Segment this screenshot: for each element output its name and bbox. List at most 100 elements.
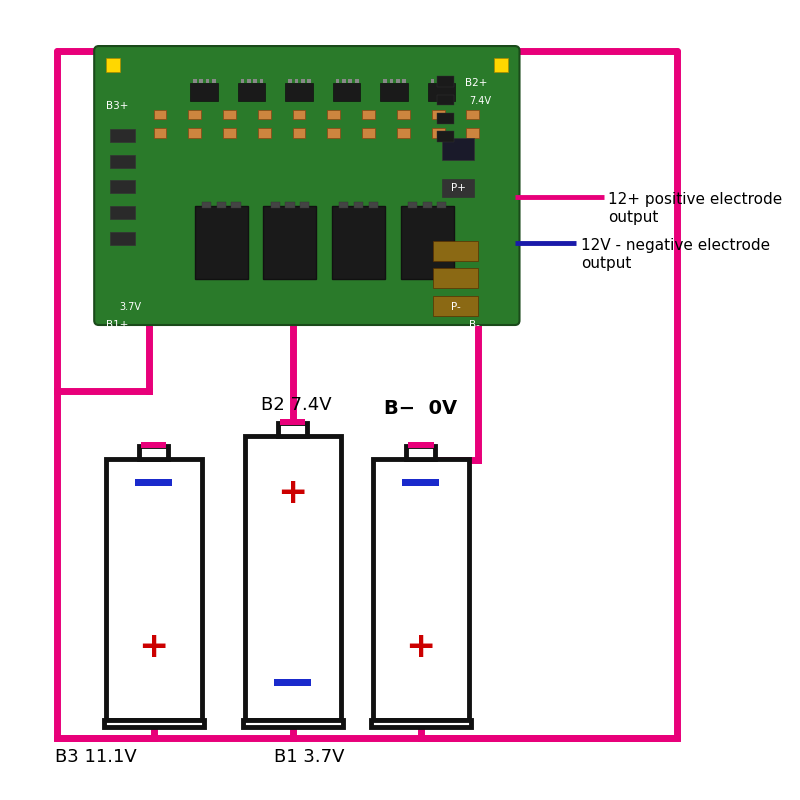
FancyBboxPatch shape xyxy=(94,46,519,325)
Bar xyxy=(466,110,479,119)
Bar xyxy=(401,206,454,279)
Bar xyxy=(139,446,168,458)
Text: P-: P- xyxy=(451,302,461,312)
Bar xyxy=(258,110,270,119)
Bar xyxy=(193,79,197,82)
Bar xyxy=(212,79,216,82)
Bar xyxy=(307,79,311,82)
Bar xyxy=(286,82,313,101)
Bar xyxy=(247,79,250,82)
Bar xyxy=(354,202,363,208)
Bar xyxy=(383,79,387,82)
Bar xyxy=(231,202,241,208)
Bar xyxy=(437,113,454,124)
Bar xyxy=(217,202,226,208)
Bar xyxy=(223,128,236,138)
Bar xyxy=(336,79,339,82)
Text: B-: B- xyxy=(470,321,480,330)
Bar xyxy=(243,720,343,727)
Bar xyxy=(195,206,248,279)
Bar xyxy=(135,478,172,486)
Bar xyxy=(258,128,270,138)
Bar xyxy=(466,128,479,138)
Text: 7.4V: 7.4V xyxy=(470,96,491,106)
Bar xyxy=(110,130,135,142)
Bar xyxy=(349,79,352,82)
Bar xyxy=(110,155,135,168)
Bar xyxy=(397,110,410,119)
Bar xyxy=(494,58,508,72)
Bar xyxy=(442,138,474,160)
Text: P+: P+ xyxy=(451,183,466,194)
Bar xyxy=(189,128,202,138)
Text: +: + xyxy=(278,475,308,510)
Text: B3 11.1V: B3 11.1V xyxy=(55,748,137,766)
Bar xyxy=(270,202,280,208)
Bar xyxy=(327,110,340,119)
Bar xyxy=(300,202,309,208)
Bar xyxy=(432,110,445,119)
Bar xyxy=(373,458,470,720)
Bar xyxy=(362,128,375,138)
Text: 12V - negative electrode
output: 12V - negative electrode output xyxy=(581,238,770,270)
Bar xyxy=(199,79,203,82)
Bar xyxy=(293,110,306,119)
Bar xyxy=(206,79,210,82)
Bar xyxy=(189,110,202,119)
Text: 3.7V: 3.7V xyxy=(119,302,141,312)
Bar xyxy=(110,232,135,245)
Bar xyxy=(263,206,317,279)
Bar xyxy=(106,458,202,720)
Bar xyxy=(381,82,408,101)
Bar xyxy=(293,128,306,138)
Bar xyxy=(437,79,441,82)
Bar xyxy=(110,181,135,194)
Bar xyxy=(280,419,306,425)
Bar xyxy=(327,128,340,138)
Bar xyxy=(355,79,358,82)
Bar xyxy=(433,268,478,289)
Bar xyxy=(110,206,135,219)
Bar xyxy=(430,79,434,82)
Bar xyxy=(288,79,292,82)
Bar xyxy=(190,82,218,101)
Bar xyxy=(241,79,244,82)
Bar xyxy=(390,79,394,82)
Bar xyxy=(433,241,478,261)
Text: B2+: B2+ xyxy=(465,78,487,88)
Bar xyxy=(437,202,446,208)
Bar xyxy=(332,206,385,279)
Bar xyxy=(260,79,263,82)
Text: B1 3.7V: B1 3.7V xyxy=(274,748,345,766)
Bar xyxy=(342,79,346,82)
Bar xyxy=(432,128,445,138)
Bar xyxy=(433,296,478,316)
Bar xyxy=(437,131,454,142)
Bar xyxy=(245,436,341,720)
Bar xyxy=(254,79,257,82)
Bar xyxy=(202,202,211,208)
Bar xyxy=(333,82,360,101)
Bar xyxy=(294,79,298,82)
Text: +: + xyxy=(406,630,436,664)
Bar xyxy=(154,110,166,119)
Bar xyxy=(301,79,305,82)
Bar xyxy=(154,128,166,138)
Bar xyxy=(443,79,447,82)
Bar xyxy=(450,79,454,82)
Bar xyxy=(278,423,307,436)
Bar xyxy=(141,442,166,447)
Text: B3+: B3+ xyxy=(106,101,129,111)
Bar xyxy=(397,128,410,138)
Text: B1+: B1+ xyxy=(106,321,129,330)
Bar xyxy=(238,82,266,101)
Bar xyxy=(371,720,471,727)
Text: B−  0V: B− 0V xyxy=(384,399,458,418)
Bar xyxy=(339,202,349,208)
Bar xyxy=(406,446,435,458)
Bar xyxy=(286,202,294,208)
Bar xyxy=(428,82,455,101)
Bar xyxy=(396,79,400,82)
Text: B2 7.4V: B2 7.4V xyxy=(261,396,331,414)
Bar xyxy=(104,720,204,727)
